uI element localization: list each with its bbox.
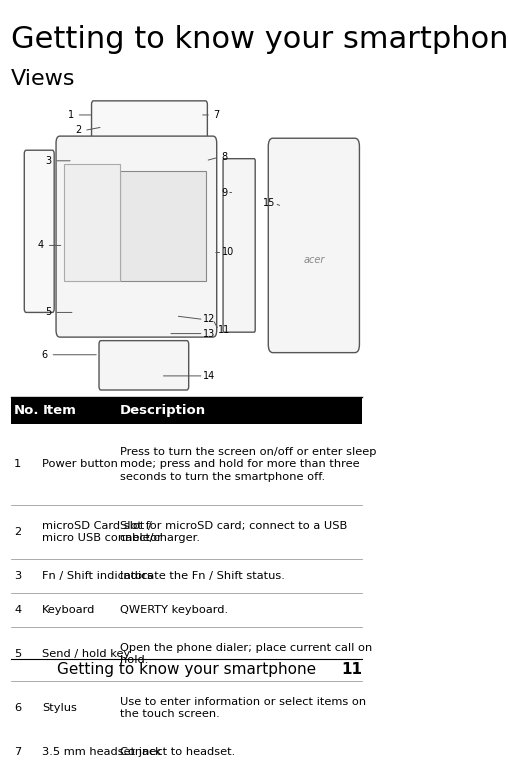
Text: QWERTY keyboard.: QWERTY keyboard. [119, 605, 228, 615]
Text: Description: Description [119, 404, 206, 417]
Text: Indicate the Fn / Shift status.: Indicate the Fn / Shift status. [119, 571, 284, 581]
Text: 2: 2 [75, 125, 82, 136]
Text: 4: 4 [14, 605, 21, 615]
Text: 4: 4 [38, 241, 44, 250]
Text: Fn / Shift indicators: Fn / Shift indicators [42, 571, 153, 581]
Text: 13: 13 [203, 329, 215, 339]
Text: 1: 1 [14, 460, 21, 470]
Text: Item: Item [42, 404, 76, 417]
Bar [11, 397, 362, 424]
Text: Press to turn the screen on/off or enter sleep
mode; press and hold for more tha: Press to turn the screen on/off or enter… [119, 447, 376, 482]
Text: Keyboard: Keyboard [42, 605, 96, 615]
Text: Getting to know your smartphone: Getting to know your smartphone [11, 25, 508, 54]
Text: acer: acer [303, 255, 325, 265]
Text: 6: 6 [14, 703, 21, 714]
Text: 14: 14 [203, 371, 215, 381]
Text: 5: 5 [45, 308, 52, 317]
Text: 8: 8 [221, 152, 227, 162]
Text: Views: Views [11, 69, 76, 89]
Text: 3.5 mm headset jack: 3.5 mm headset jack [42, 747, 162, 757]
Text: 15: 15 [263, 198, 275, 208]
Text: Slot for microSD card; connect to a USB
cable/charger.: Slot for microSD card; connect to a USB … [119, 521, 347, 544]
Text: 10: 10 [222, 248, 234, 258]
Text: Stylus: Stylus [42, 703, 77, 714]
Text: Getting to know your smartphone: Getting to know your smartphone [57, 662, 316, 677]
Text: 2: 2 [14, 527, 21, 538]
Text: 3: 3 [46, 156, 52, 166]
Text: 7: 7 [213, 110, 220, 120]
Text: No.: No. [14, 404, 40, 417]
Text: Connect to headset.: Connect to headset. [119, 747, 235, 757]
FancyBboxPatch shape [223, 159, 255, 332]
Bar [64, 164, 119, 280]
Text: 9: 9 [221, 188, 227, 198]
FancyBboxPatch shape [56, 136, 217, 337]
Text: Send / hold key: Send / hold key [42, 649, 131, 659]
FancyBboxPatch shape [268, 138, 360, 353]
FancyBboxPatch shape [99, 340, 188, 390]
FancyBboxPatch shape [24, 150, 54, 312]
Text: Use to enter information or select items on
the touch screen.: Use to enter information or select items… [119, 697, 366, 720]
Text: 7: 7 [14, 747, 21, 757]
Text: 11: 11 [218, 325, 230, 335]
Text: Open the phone dialer; place current call on
hold.: Open the phone dialer; place current cal… [119, 643, 372, 665]
Text: microSD Card slot /
micro USB connector: microSD Card slot / micro USB connector [42, 521, 162, 544]
Text: 5: 5 [14, 649, 21, 659]
FancyBboxPatch shape [91, 100, 207, 143]
Text: 12: 12 [203, 315, 215, 325]
Text: 6: 6 [42, 350, 48, 360]
Text: 1: 1 [68, 110, 74, 120]
Text: Power button: Power button [42, 460, 118, 470]
Text: 11: 11 [341, 662, 362, 677]
Text: 3: 3 [14, 571, 21, 581]
Bar [119, 171, 206, 280]
